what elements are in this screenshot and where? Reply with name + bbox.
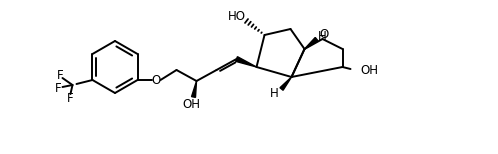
Text: H: H — [270, 87, 279, 99]
Text: F: F — [67, 91, 74, 105]
Text: HO: HO — [228, 10, 246, 22]
Text: OH: OH — [182, 97, 201, 111]
Text: OH: OH — [361, 63, 378, 77]
Text: F: F — [55, 81, 62, 95]
Text: F: F — [57, 69, 64, 81]
Text: O: O — [319, 28, 328, 41]
Text: H: H — [318, 30, 327, 43]
Polygon shape — [192, 81, 197, 97]
Text: O: O — [151, 73, 160, 87]
Polygon shape — [304, 37, 318, 49]
Polygon shape — [236, 57, 256, 67]
Polygon shape — [280, 77, 291, 90]
